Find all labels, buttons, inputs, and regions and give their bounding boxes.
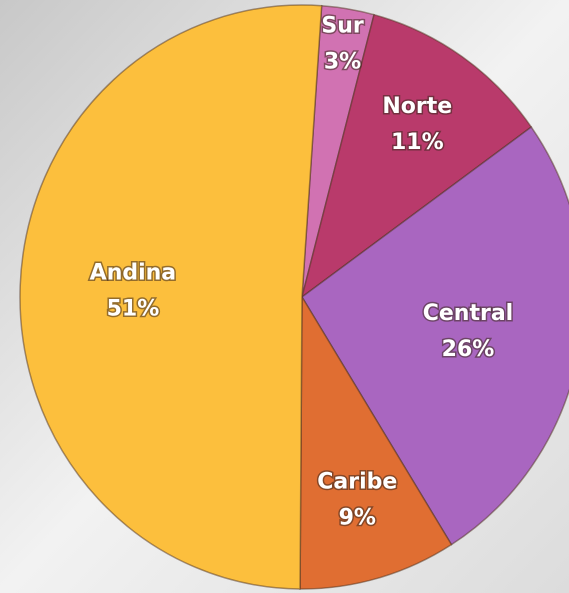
slice-label: Norte xyxy=(382,94,452,119)
slice-label: Andina xyxy=(90,260,177,285)
pie-slice xyxy=(19,4,323,590)
labels: Sur 3% Norte 11% Central 26% Caribe 9% Andina 51% xyxy=(88,12,515,532)
pie-slice xyxy=(299,294,453,590)
slice-label: Central xyxy=(423,301,513,326)
slice-value-label: 9% xyxy=(339,505,376,530)
pie xyxy=(19,4,569,590)
slice-value-label: 3% xyxy=(324,49,361,74)
slice-label: Sur xyxy=(321,13,364,38)
slice-label: Caribe xyxy=(317,469,397,494)
slice-value-label: 11% xyxy=(391,130,444,155)
slice-value-label: 51% xyxy=(107,296,160,321)
pie-slice xyxy=(300,13,533,299)
pie-slice xyxy=(301,125,569,546)
slice-value-label: 26% xyxy=(442,337,495,362)
